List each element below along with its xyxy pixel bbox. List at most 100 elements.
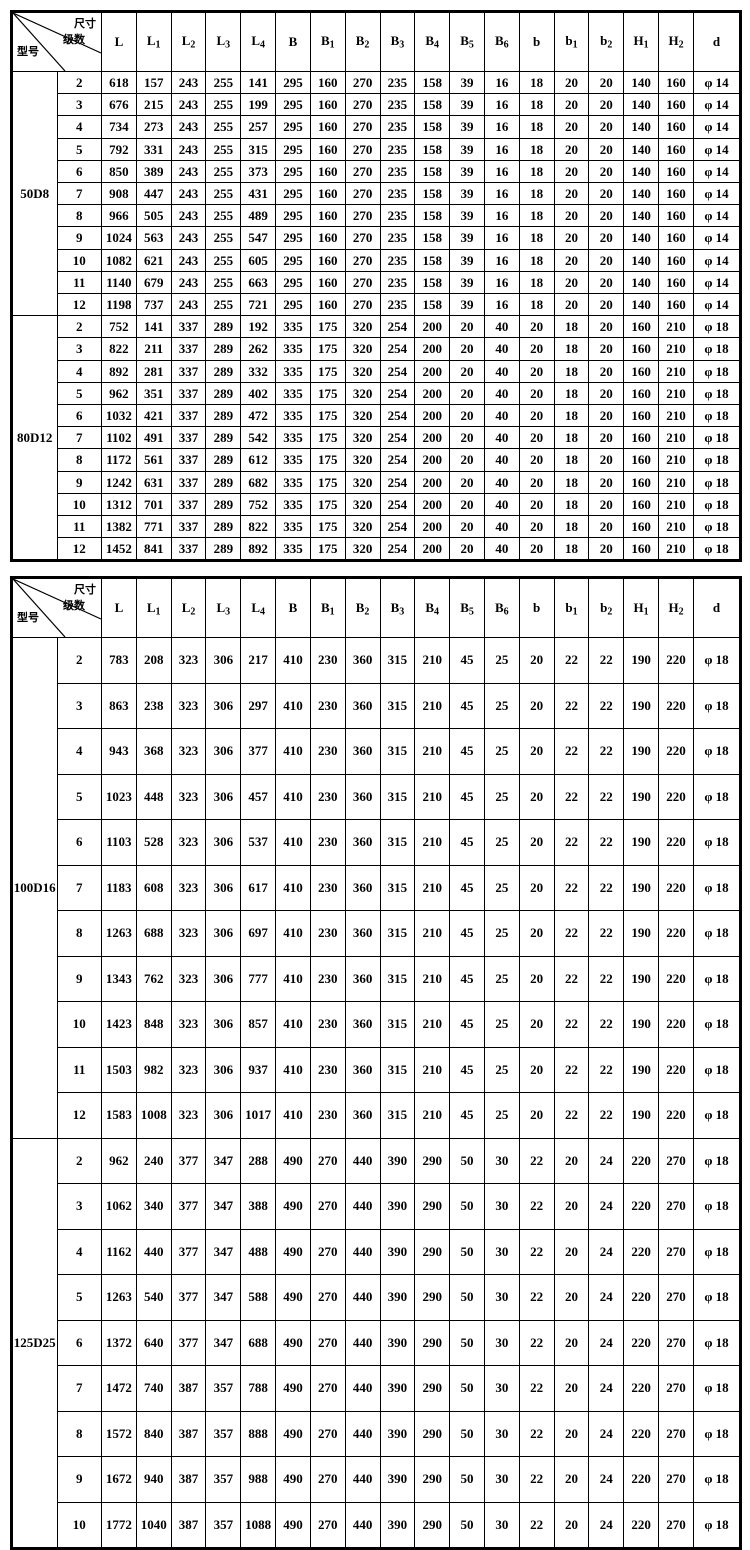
value-cell: 254	[379, 470, 416, 494]
value-cell: 390	[379, 1274, 416, 1321]
value-cell: 140	[623, 70, 659, 95]
value-cell: 16	[483, 204, 520, 228]
value-cell: 220	[658, 1092, 694, 1139]
value-cell: 387	[170, 1410, 207, 1458]
value-cell: 217	[240, 637, 277, 684]
table-row: 8 1572 840 387 357 888 490 270 440 390 290 50 30 22 20…	[13, 1410, 740, 1458]
value-cell: 337	[170, 537, 207, 561]
value-cell: 20	[553, 1365, 590, 1412]
value-cell: 157	[135, 70, 172, 95]
value-cell: 377	[170, 1274, 207, 1321]
value-cell: 721	[240, 293, 277, 317]
value-cell: 160	[658, 248, 694, 272]
value-cell: 20	[588, 93, 625, 117]
column-header-H2: H2	[658, 578, 694, 639]
value-cell: 270	[309, 1501, 346, 1549]
stage-count-cell: 8	[56, 448, 102, 472]
value-cell: 360	[344, 637, 381, 684]
value-cell: 1452	[101, 537, 137, 561]
value-cell: 200	[414, 426, 451, 450]
value-cell: 235	[379, 270, 416, 295]
value-cell: 20	[588, 248, 625, 272]
value-cell: 20	[553, 1410, 590, 1458]
value-cell: 18	[553, 337, 590, 361]
stage-count-cell: 11	[56, 515, 102, 539]
value-cell: 335	[275, 537, 311, 561]
column-header-b1: b1	[553, 12, 590, 72]
value-cell: 617	[240, 864, 277, 912]
value-cell: 200	[414, 492, 451, 517]
value-cell: 25	[483, 864, 520, 912]
value-cell: 158	[414, 182, 451, 206]
value-cell: 210	[658, 337, 694, 361]
value-cell: 255	[205, 137, 242, 161]
value-cell: 39	[449, 115, 485, 139]
value-cell: 1183	[101, 864, 137, 912]
value-cell: 940	[135, 1456, 172, 1503]
value-cell: 335	[275, 315, 311, 339]
value-cell: 679	[135, 270, 172, 295]
value-cell: 289	[205, 315, 242, 339]
value-cell: 888	[240, 1410, 277, 1458]
value-cell: 255	[205, 293, 242, 317]
value-cell: 490	[275, 1274, 311, 1321]
value-cell: 320	[344, 337, 381, 361]
value-cell: 200	[414, 404, 451, 428]
value-cell: 490	[275, 1137, 311, 1185]
value-cell: 160	[623, 537, 659, 561]
value-cell: 20	[518, 910, 555, 957]
value-cell: 320	[344, 381, 381, 406]
value-cell: 160	[309, 226, 346, 250]
stage-count-cell: 8	[56, 1410, 102, 1458]
value-cell: 360	[344, 773, 381, 821]
value-cell: 18	[518, 182, 555, 206]
column-header-b2: b2	[588, 12, 625, 72]
value-cell: φ 18	[693, 1501, 740, 1549]
value-cell: 45	[449, 819, 485, 866]
value-cell: 20	[553, 115, 590, 139]
value-cell: 230	[309, 1046, 346, 1094]
value-cell: 608	[135, 864, 172, 912]
value-cell: 360	[344, 1001, 381, 1048]
value-cell: 337	[170, 359, 207, 383]
value-cell: 45	[449, 955, 485, 1003]
value-cell: 390	[379, 1410, 416, 1458]
value-cell: 337	[170, 492, 207, 517]
value-cell: 22	[518, 1274, 555, 1321]
value-cell: 440	[344, 1456, 381, 1503]
column-header-L3: L3	[205, 12, 242, 72]
value-cell: 200	[414, 470, 451, 494]
value-cell: 39	[449, 137, 485, 161]
value-cell: 20	[588, 381, 625, 406]
value-cell: 160	[658, 293, 694, 317]
value-cell: 488	[240, 1228, 277, 1276]
value-cell: 337	[170, 515, 207, 539]
value-cell: 1172	[101, 448, 137, 472]
value-cell: φ 18	[693, 819, 740, 866]
value-cell: 22	[553, 955, 590, 1003]
model-cell-125D25: 125D25	[12, 1137, 58, 1549]
value-cell: 20	[553, 1456, 590, 1503]
value-cell: 337	[170, 315, 207, 339]
value-cell: 50	[449, 1456, 485, 1503]
value-cell: 210	[414, 1092, 451, 1139]
value-cell: 388	[240, 1183, 277, 1230]
value-cell: 160	[309, 182, 346, 206]
value-cell: 323	[170, 637, 207, 684]
value-cell: 254	[379, 426, 416, 450]
value-cell: 1017	[240, 1092, 277, 1139]
value-cell: 220	[658, 1046, 694, 1094]
value-cell: 140	[623, 204, 659, 228]
value-cell: φ 14	[693, 137, 740, 161]
table-row: 9 1672 940 387 357 988 490 270 440 390 290 50 30 22 20…	[13, 1456, 740, 1503]
value-cell: φ 14	[693, 204, 740, 228]
value-cell: 160	[658, 226, 694, 250]
value-cell: 45	[449, 1092, 485, 1139]
value-cell: 332	[240, 359, 277, 383]
stage-count-cell: 2	[56, 70, 102, 95]
value-cell: 220	[623, 1319, 659, 1367]
value-cell: 18	[518, 270, 555, 295]
value-cell: 270	[344, 115, 381, 139]
value-cell: 20	[518, 448, 555, 472]
value-cell: 410	[275, 955, 311, 1003]
